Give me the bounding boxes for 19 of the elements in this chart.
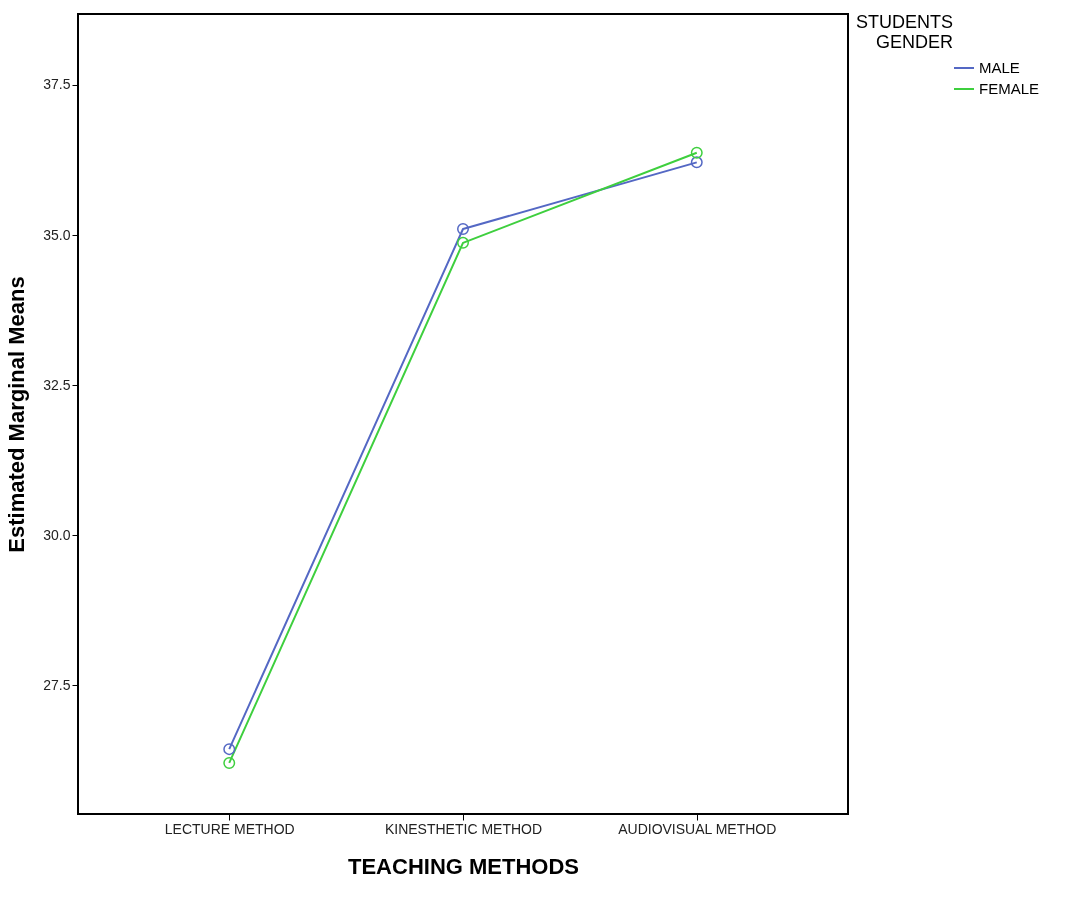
point	[223, 743, 236, 756]
x-tick-label: KINESTHETIC METHOD	[384, 820, 543, 837]
point	[457, 236, 469, 249]
x-tick-label: AUDIOVISUAL METHOD	[618, 820, 777, 837]
legend-title: STUDENTS GENDER	[855, 12, 953, 52]
legend-label: FEMALE	[979, 80, 1040, 97]
legend-label: MALE	[979, 59, 1020, 76]
point	[223, 756, 236, 769]
y-axis-title: Estimated Marginal Means	[4, 276, 30, 553]
y-tick-label: 35.0	[43, 226, 71, 243]
point	[690, 156, 703, 169]
y-tick-label: 30.0	[43, 526, 71, 543]
x-axis-title: TEACHING METHODS	[348, 853, 579, 879]
y-tick-label: 32.5	[43, 376, 71, 393]
point	[457, 223, 469, 235]
y-tick-label: 37.5	[43, 76, 71, 93]
x-tick-label: LECTURE METHOD	[164, 820, 295, 837]
y-tick-label: 27.5	[43, 676, 71, 693]
point	[690, 146, 703, 159]
